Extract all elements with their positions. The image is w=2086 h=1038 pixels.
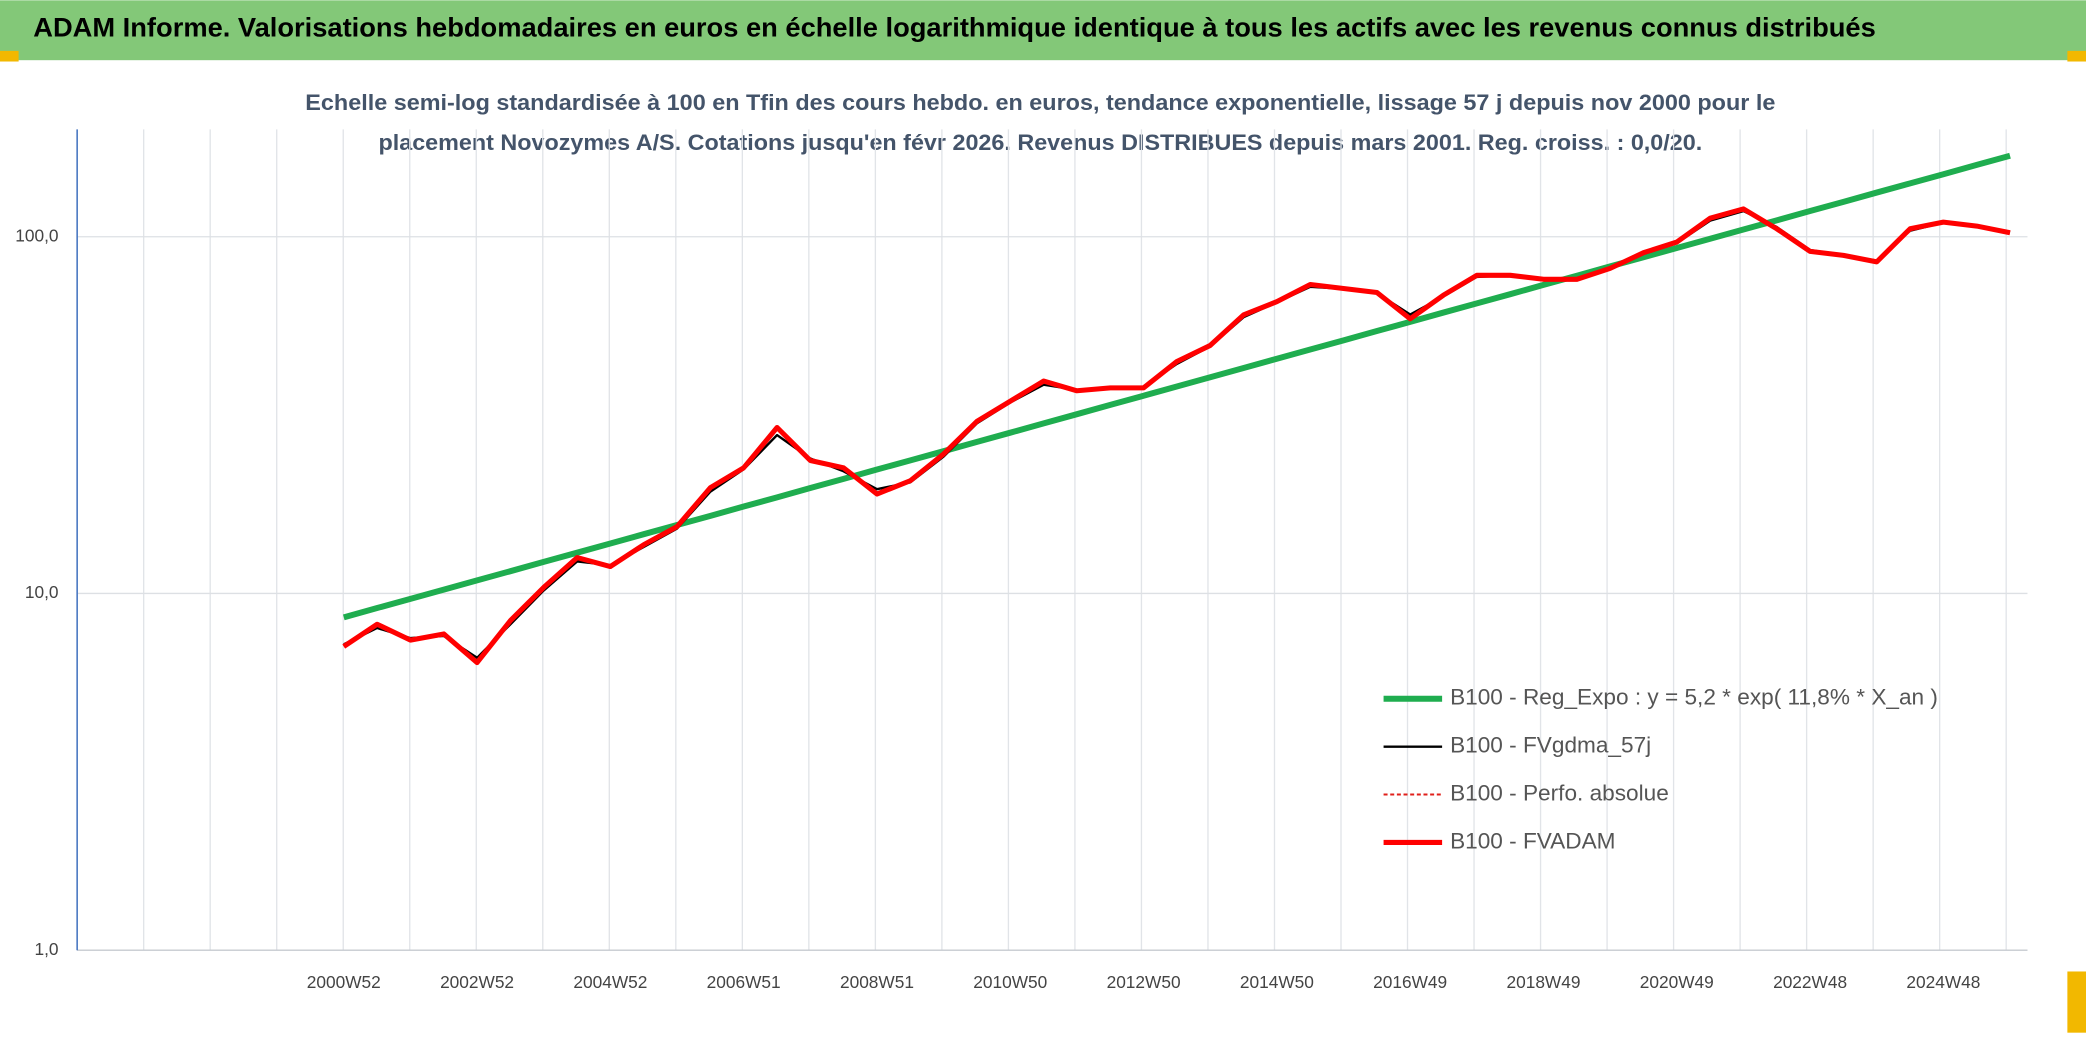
x-tick-label: 2018W49 [1506, 972, 1580, 992]
x-tick-label: 2016W49 [1373, 972, 1447, 992]
chart-title: ADAM Informe. Valorisations hebdomadaire… [33, 13, 1876, 43]
y-tick-label: 100,0 [15, 225, 58, 245]
grid: 1,0 10,0 100,0 2000W52 2002W52 2004W52 2006W51… [15, 129, 2028, 992]
x-tick-label: 2004W52 [573, 972, 647, 992]
chart-subtitle: placement Novozymes A/S. Cotations jusqu… [378, 130, 1702, 155]
legend-label: B100 - FVADAM [1450, 828, 1615, 853]
x-tick-label: 2014W50 [1240, 972, 1314, 992]
series-line [342, 152, 2011, 621]
legend-label: B100 - Reg_Expo : y = 5,2 * exp( 11,8% *… [1450, 685, 1938, 710]
y-tick-label: 10,0 [25, 582, 59, 602]
x-tick-label: 2012W50 [1107, 972, 1181, 992]
series-line [342, 206, 2011, 666]
x-tick-label: 2020W49 [1640, 972, 1714, 992]
plot-area [342, 152, 2011, 666]
legend: B100 - Reg_Expo : y = 5,2 * exp( 11,8% *… [1383, 685, 1938, 853]
y-tick-label: 1,0 [35, 939, 59, 959]
corner [2067, 50, 2086, 62]
x-tick-label: 2024W48 [1906, 972, 1980, 992]
x-tick-label: 2010W50 [973, 972, 1047, 992]
x-tick-label: 2022W48 [1773, 972, 1847, 992]
x-tick-label: 2000W52 [307, 972, 381, 992]
corner [2067, 971, 2086, 1033]
legend-label: B100 - FVgdma_57j [1450, 733, 1651, 758]
header-bar [0, 0, 2086, 61]
legend-label: B100 - Perfo. absolue [1450, 781, 1669, 806]
chart-subtitle: Echelle semi-log standardisée à 100 en T… [305, 90, 1775, 115]
corner [0, 50, 19, 62]
x-tick-label: 2002W52 [440, 972, 514, 992]
x-tick-label: 2008W51 [840, 972, 914, 992]
x-tick-label: 2006W51 [707, 972, 781, 992]
